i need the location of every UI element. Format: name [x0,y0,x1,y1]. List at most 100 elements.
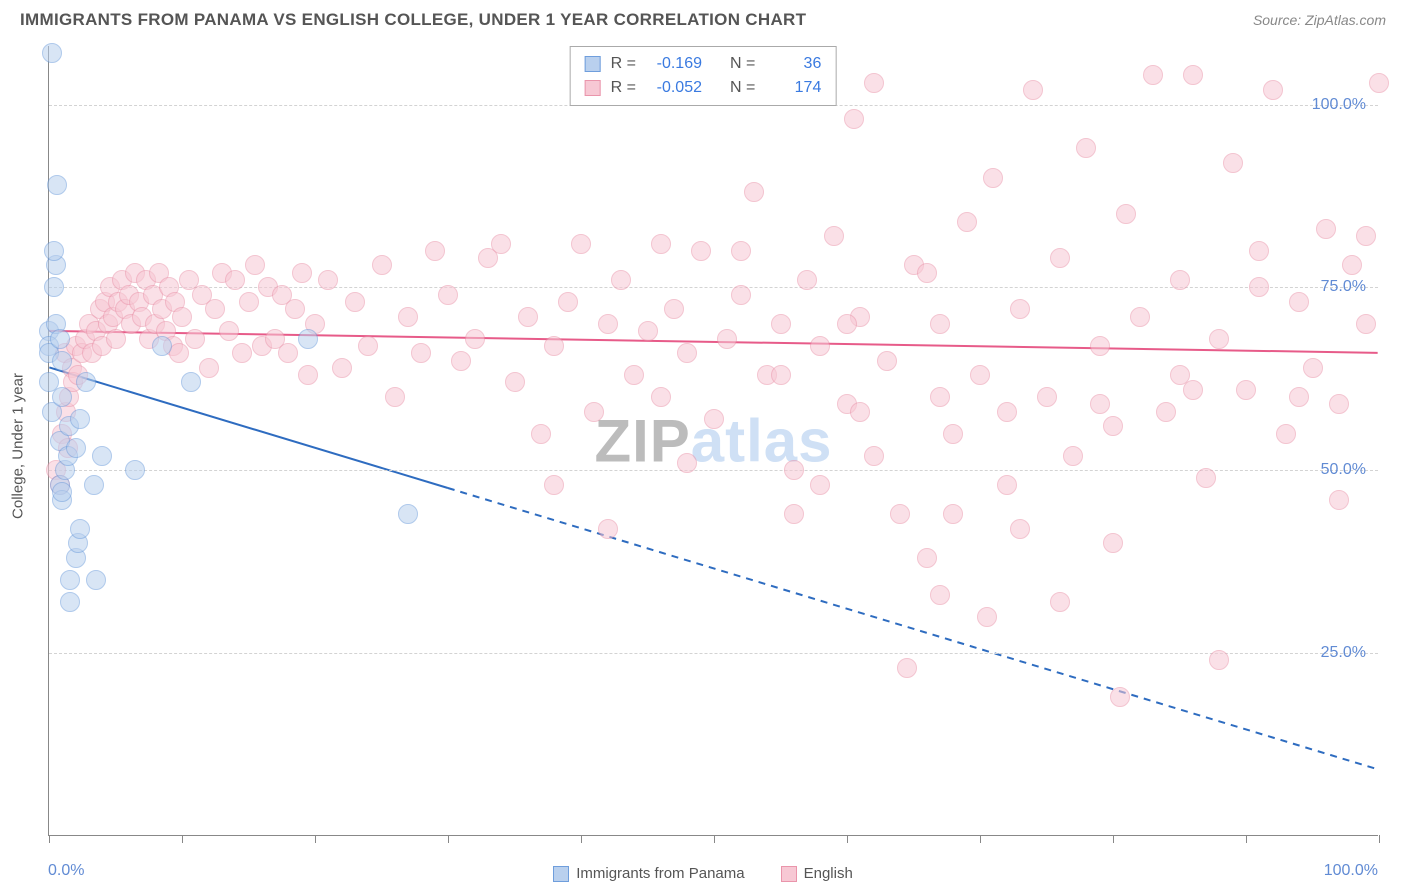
point-english [106,329,126,349]
point-english [1090,336,1110,356]
point-english [997,475,1017,495]
chart-header: IMMIGRANTS FROM PANAMA VS ENGLISH COLLEG… [0,0,1406,36]
point-english [411,343,431,363]
point-english [1116,204,1136,224]
point-panama [47,175,67,195]
point-english [624,365,644,385]
plot-area: ZIPatlas 25.0%50.0%75.0%100.0% [48,46,1378,836]
point-english [199,358,219,378]
y-tick-label: 25.0% [1321,644,1366,662]
point-english [169,343,189,363]
point-english [1110,687,1130,707]
point-english [983,168,1003,188]
x-origin-label: 0.0% [48,862,84,880]
point-panama [44,241,64,261]
point-english [345,292,365,312]
point-english [1356,314,1376,334]
point-english [544,475,564,495]
point-english [930,585,950,605]
x-tick [714,835,715,843]
legend-item-english: English [781,865,853,882]
point-english [598,314,618,334]
point-panama [70,409,90,429]
point-english [598,519,618,539]
point-english [877,351,897,371]
point-english [1063,446,1083,466]
point-english [611,270,631,290]
point-english [1356,226,1376,246]
x-tick [980,835,981,843]
point-english [372,255,392,275]
point-english [1209,650,1229,670]
x-tick [49,835,50,843]
point-english [897,658,917,678]
point-english [298,365,318,385]
point-english [1156,402,1176,422]
point-english [837,314,857,334]
point-english [731,241,751,261]
point-english [1289,292,1309,312]
point-panama [52,387,72,407]
point-english [1143,65,1163,85]
point-english [943,424,963,444]
r-value-english: -0.052 [646,76,702,100]
point-english [1316,219,1336,239]
point-english [425,241,445,261]
n-label: N = [730,52,755,76]
point-english [771,365,791,385]
point-english [1223,153,1243,173]
point-english [1050,592,1070,612]
point-english [1249,241,1269,261]
swatch-panama [585,56,601,72]
point-english [232,343,252,363]
point-panama [52,351,72,371]
point-english [1170,270,1190,290]
point-english [1076,138,1096,158]
point-panama [52,482,72,502]
point-english [691,241,711,261]
n-value-panama: 36 [765,52,821,76]
stats-legend-box: R = -0.169 N = 36 R = -0.052 N = 174 [570,46,837,106]
point-english [1037,387,1057,407]
point-panama [60,592,80,612]
point-english [844,109,864,129]
point-english [172,307,192,327]
swatch-panama [553,866,569,882]
point-english [1196,468,1216,488]
r-value-panama: -0.169 [646,52,702,76]
gridline [49,653,1378,654]
point-english [318,270,338,290]
legend-label-english: English [804,865,853,882]
point-english [977,607,997,627]
point-english [797,270,817,290]
point-english [1050,248,1070,268]
gridline [49,470,1378,471]
point-english [1329,394,1349,414]
stats-row-panama: R = -0.169 N = 36 [585,52,822,76]
x-tick [1246,835,1247,843]
n-label: N = [730,76,755,100]
point-english [957,212,977,232]
point-panama [84,475,104,495]
point-english [930,387,950,407]
point-english [385,387,405,407]
point-english [505,372,525,392]
x-tick [182,835,183,843]
point-panama [125,460,145,480]
point-english [518,307,538,327]
x-tick [1379,835,1380,843]
point-english [864,446,884,466]
chart-source: Source: ZipAtlas.com [1253,12,1386,28]
stats-row-english: R = -0.052 N = 174 [585,76,822,100]
point-english [544,336,564,356]
point-english [677,343,697,363]
point-english [1342,255,1362,275]
point-english [651,234,671,254]
point-english [292,263,312,283]
bottom-legend: Immigrants from Panama English [0,865,1406,882]
point-english [917,263,937,283]
point-english [285,299,305,319]
point-english [245,255,265,275]
point-english [997,402,1017,422]
point-english [677,453,697,473]
